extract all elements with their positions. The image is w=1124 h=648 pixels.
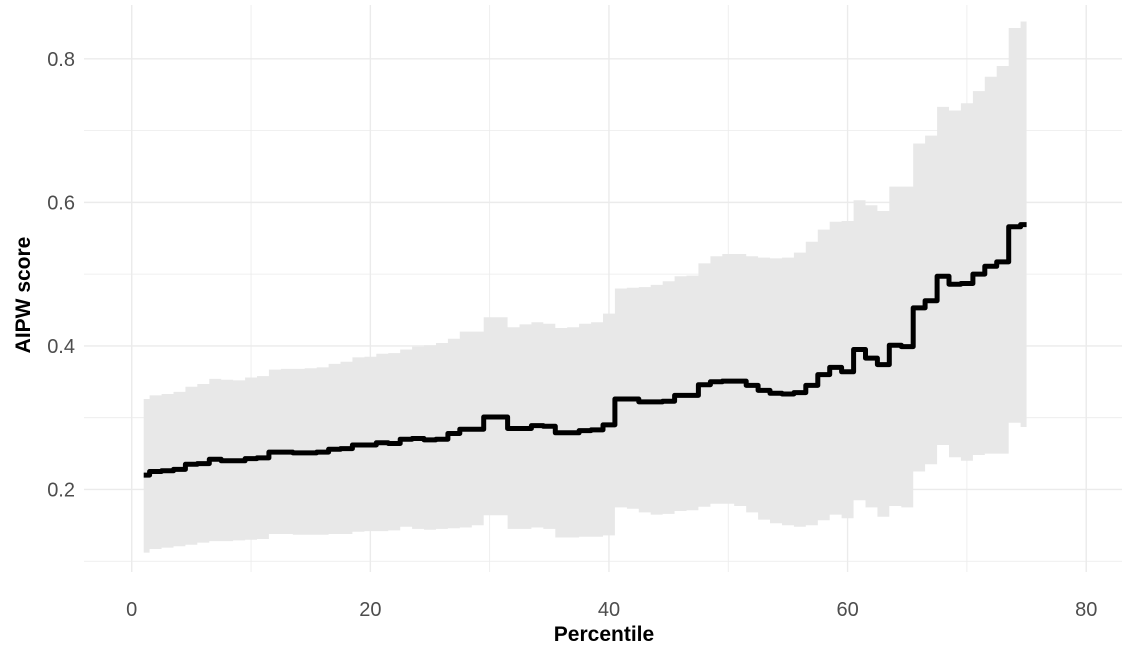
- y-tick-label: 0.6: [47, 192, 75, 214]
- x-tick-label: 80: [1075, 599, 1097, 621]
- x-axis-title: Percentile: [554, 623, 654, 646]
- x-tick-label: 40: [598, 599, 620, 621]
- confidence-band: [143, 21, 1027, 553]
- x-tick-label: 20: [359, 599, 381, 621]
- y-axis-tick-labels: 0.2 0.4 0.6 0.8: [47, 49, 75, 502]
- y-tick-label: 0.8: [47, 49, 75, 71]
- x-tick-label: 60: [836, 599, 858, 621]
- y-tick-label: 0.4: [47, 336, 75, 358]
- y-tick-label: 0.2: [47, 479, 75, 501]
- y-axis-title: AIPW score: [12, 237, 35, 354]
- aipw-score-line: [143, 222, 1027, 478]
- x-tick-label: 0: [126, 599, 137, 621]
- x-axis-tick-labels: 0 20 40 60 80: [126, 599, 1097, 621]
